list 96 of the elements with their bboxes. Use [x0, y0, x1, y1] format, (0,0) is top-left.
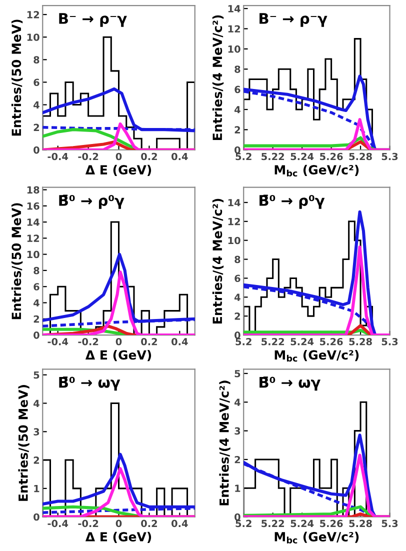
- x-tick-label: 5.28: [349, 338, 372, 346]
- y-tick-label: 4: [234, 398, 240, 406]
- y-tick-label: 3: [34, 428, 40, 436]
- x-tick-label: 5.3: [382, 152, 398, 160]
- y-tick-label: 8: [234, 66, 240, 73]
- x-tick-label: 5.22: [262, 152, 284, 160]
- y-tick-label: 0: [34, 331, 40, 339]
- x-axis-title: Δ E (GeV): [85, 350, 152, 362]
- chart-title: B̄⁰ → ρ⁰γ: [59, 194, 124, 209]
- y-axis-title: Entries/(50 MeV): [18, 385, 30, 501]
- x-tick-label: 5.28: [349, 520, 372, 528]
- y-tick-label: 2: [34, 456, 40, 464]
- x-tick-label: 0.2: [141, 520, 157, 528]
- y-tick-label: 14: [228, 5, 240, 12]
- y-tick-label: 6: [34, 78, 40, 86]
- x-axis-title: M$_{bc}$ (GeV/c²): [274, 164, 359, 176]
- y-tick-label: 4: [34, 400, 40, 407]
- x-tick-label: 0.2: [141, 338, 157, 346]
- x-tick-label: -0.4: [48, 520, 68, 528]
- x-tick-label: -0.2: [78, 338, 98, 346]
- y-tick-label: 12: [228, 218, 240, 226]
- y-tick-label: 2: [234, 126, 240, 134]
- x-tick-label: 5.26: [320, 338, 343, 346]
- x-tick-label: 0: [116, 520, 122, 528]
- chart-title: B̄⁰ → ωγ: [260, 376, 320, 391]
- y-tick-label: 1: [34, 485, 40, 492]
- x-tick-label: -0.2: [78, 520, 98, 528]
- x-tick-label: 5.3: [382, 520, 398, 528]
- y-axis-title: Entries/(4 MeV/c²): [212, 198, 224, 324]
- x-tick-label: -0.4: [48, 338, 68, 346]
- y-tick-label: 10: [27, 34, 40, 41]
- x-tick-label: 5.22: [262, 520, 284, 528]
- x-tick-label: 5.2: [236, 520, 252, 528]
- y-tick-label: 10: [228, 45, 240, 53]
- x-tick-label: 5.26: [320, 152, 343, 160]
- y-tick-label: 10: [27, 250, 40, 258]
- y-tick-label: 0: [34, 513, 40, 521]
- y-tick-label: 1: [235, 484, 240, 492]
- chart-title: B⁻ → ρ⁻γ: [260, 13, 328, 27]
- x-tick-label: 5.24: [290, 338, 314, 346]
- y-tick-label: 0: [234, 513, 240, 521]
- y-tick-label: 5: [234, 370, 240, 378]
- x-tick-label: 0: [116, 338, 122, 346]
- x-tick-label: 5.26: [320, 520, 343, 528]
- chart-title: B̄⁰ → ωγ: [59, 376, 120, 391]
- x-tick-label: 0.4: [172, 152, 188, 160]
- x-axis-title: M$_{bc}$ (GeV/c²): [274, 532, 359, 544]
- y-tick-label: 0: [234, 146, 240, 154]
- y-tick-label: 4: [234, 106, 240, 114]
- y-tick-label: 14: [27, 218, 40, 226]
- chart-title: B̄⁰ → ρ⁰γ: [260, 194, 325, 209]
- x-tick-label: 5.24: [290, 520, 314, 528]
- y-tick-label: 12: [27, 11, 40, 18]
- x-tick-label: 5.22: [262, 338, 284, 346]
- y-tick-label: 6: [234, 274, 240, 282]
- y-axis-title: Entries/(4 MeV/c²): [212, 15, 224, 140]
- y-axis-title: Entries/(50 MeV): [11, 203, 23, 320]
- x-tick-label: 5.28: [349, 152, 372, 160]
- y-tick-label: 3: [234, 427, 240, 435]
- y-tick-label: 2: [234, 312, 240, 320]
- y-tick-label: 16: [27, 202, 40, 210]
- x-tick-label: 0.2: [141, 152, 157, 160]
- y-tick-label: 0: [34, 146, 40, 154]
- y-tick-label: 5: [34, 371, 40, 379]
- x-axis-title: Δ E (GeV): [85, 164, 152, 176]
- x-tick-label: 5.3: [382, 338, 398, 346]
- y-tick-label: 8: [34, 266, 40, 274]
- x-tick-label: 0: [116, 152, 122, 160]
- y-tick-label: 2: [34, 315, 40, 323]
- x-tick-label: 0.4: [172, 520, 188, 528]
- x-axis-title: M$_{bc}$ (GeV/c²): [274, 350, 359, 362]
- x-axis-title: Δ E (GeV): [85, 532, 152, 543]
- chart-title: B⁻ → ρ⁻γ: [59, 13, 127, 27]
- y-tick-label: 8: [34, 56, 40, 64]
- y-tick-label: 12: [228, 25, 240, 32]
- y-tick-label: 6: [234, 86, 240, 94]
- y-tick-label: 10: [228, 236, 240, 244]
- y-tick-label: 8: [234, 256, 240, 264]
- y-tick-label: 12: [27, 234, 40, 242]
- x-tick-label: -0.4: [48, 152, 68, 160]
- y-tick-label: 18: [27, 186, 40, 194]
- y-tick-label: 4: [34, 299, 40, 306]
- y-tick-label: 0: [234, 331, 240, 339]
- y-tick-label: 2: [34, 124, 40, 132]
- y-tick-label: 2: [234, 456, 240, 464]
- y-tick-label: 4: [234, 294, 240, 301]
- y-tick-label: 6: [34, 283, 40, 290]
- y-tick-label: 14: [228, 199, 240, 206]
- y-axis-title: Entries/(4 MeV/c²): [219, 380, 230, 506]
- x-tick-label: 5.2: [236, 152, 252, 160]
- x-tick-label: 0.4: [172, 338, 188, 346]
- x-tick-label: 5.2: [236, 338, 252, 346]
- y-axis-title: Entries/(50 MeV): [11, 20, 23, 136]
- x-tick-label: -0.2: [78, 152, 98, 160]
- x-tick-label: 5.24: [290, 152, 314, 160]
- y-tick-label: 4: [34, 101, 40, 108]
